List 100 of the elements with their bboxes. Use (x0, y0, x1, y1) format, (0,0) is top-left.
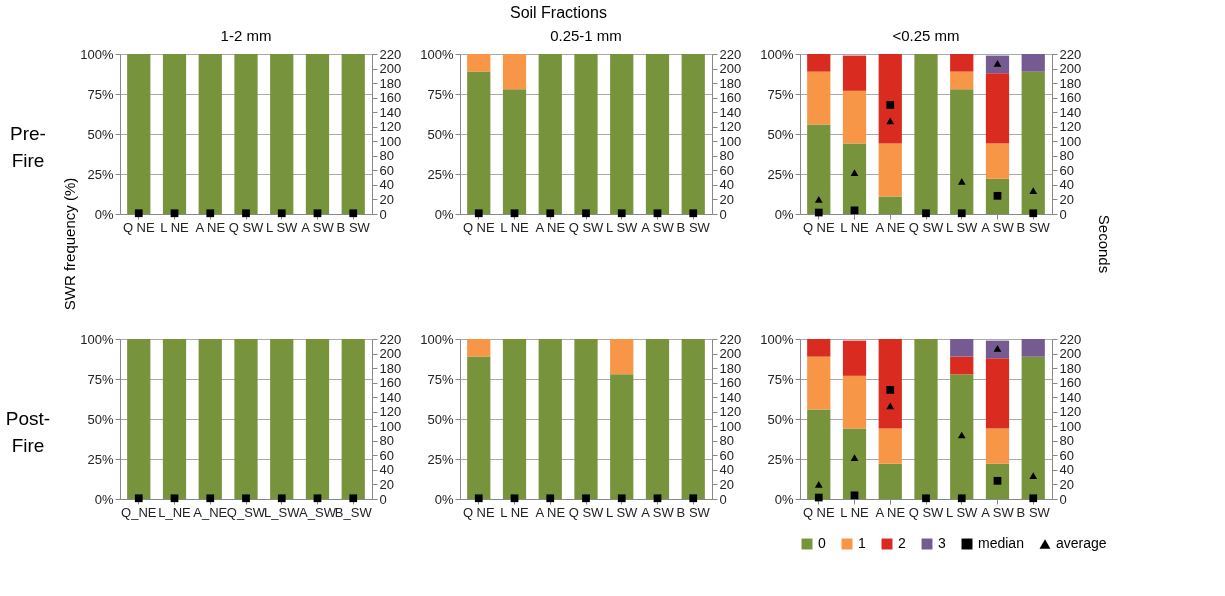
y2-tick-label: 40 (1059, 462, 1074, 478)
point (850, 491, 859, 500)
y2-tick-label: 200 (719, 346, 742, 362)
bar (950, 339, 974, 357)
x-tick-label: L SW (266, 219, 299, 235)
bar (950, 356, 974, 375)
y2-tick-label: 0 (1059, 206, 1067, 222)
bar (467, 71, 491, 214)
x-tick-label: L_SW (264, 504, 301, 520)
x-tick-label: A_SW (299, 504, 337, 520)
x-tick-label: Q NE (802, 504, 835, 520)
x-tick-label: B SW (336, 219, 371, 235)
point (957, 209, 966, 218)
legend-label: 1 (858, 535, 866, 551)
y2-tick-label: 180 (1059, 75, 1082, 91)
y2-tick-label: 180 (719, 360, 742, 376)
bar (985, 55, 1010, 74)
chart-title: <0.25 mm (892, 27, 960, 44)
bar (1021, 54, 1045, 72)
x-tick-label: A_NE (193, 504, 228, 520)
x-tick-label: B SW (676, 504, 711, 520)
y2-tick-label: 220 (719, 46, 742, 62)
bar (985, 143, 1010, 179)
bar (878, 143, 902, 197)
y2-tick-label: 120 (1059, 404, 1082, 420)
bar (985, 463, 1010, 499)
bar (467, 54, 491, 72)
y2-tick-label: 180 (379, 75, 402, 91)
x-tick-label: B_SW (334, 504, 373, 520)
point (886, 386, 895, 394)
y-tick-label: 25% (87, 451, 114, 467)
y2-tick-label: 160 (719, 90, 742, 106)
bar (878, 428, 902, 464)
bar (878, 339, 902, 429)
x-tick-label: Q SW (908, 219, 945, 235)
bar (1021, 356, 1045, 499)
point (814, 208, 823, 217)
point (850, 206, 859, 215)
y2-tick-label: 20 (1059, 476, 1074, 492)
bar (914, 339, 938, 499)
y2-tick-label: 200 (1059, 61, 1082, 77)
x-tick-label: L NE (160, 219, 190, 235)
y2-tick-label: 220 (1059, 46, 1082, 62)
bar (950, 71, 974, 90)
x-tick-label: L NE (500, 219, 530, 235)
point (922, 494, 930, 503)
bar (681, 54, 705, 214)
legend-label: median (978, 535, 1024, 551)
bar (610, 374, 634, 499)
x-tick-label: A SW (641, 504, 675, 520)
bar (842, 143, 867, 214)
bar (574, 54, 598, 214)
bar (807, 339, 831, 357)
legend-label: 0 (818, 535, 826, 551)
y2-tick-label: 140 (1059, 104, 1082, 120)
y-tick-label: 25% (767, 451, 794, 467)
x-tick-label: A NE (535, 219, 566, 235)
y2-tick-label: 0 (1059, 491, 1067, 507)
point (1029, 472, 1038, 480)
y-tick-label: 50% (87, 126, 114, 142)
y2-tick-label: 180 (719, 75, 742, 91)
y2-tick-label: 60 (719, 447, 734, 463)
bar (878, 54, 902, 144)
y-tick-label: 50% (87, 411, 114, 427)
x-tick-label: L NE (840, 219, 870, 235)
point (886, 117, 895, 125)
y-tick-label: 100% (760, 331, 794, 347)
y2-tick-label: 80 (379, 148, 394, 164)
y2-tick-label: 120 (719, 404, 742, 420)
y-tick-label: 50% (427, 126, 454, 142)
y2-tick-label: 20 (379, 191, 394, 207)
y-tick-label: 25% (767, 166, 794, 182)
point (850, 169, 859, 176)
point (814, 481, 823, 488)
point (886, 402, 895, 410)
x-tick-label: L NE (840, 504, 870, 520)
y2-tick-label: 100 (379, 133, 402, 149)
y2-tick-label: 0 (379, 491, 387, 507)
y2-tick-label: 60 (719, 162, 734, 178)
y-tick-label: 50% (767, 411, 794, 427)
y2-tick-label: 160 (1059, 375, 1082, 391)
x-tick-label: Q NE (122, 219, 155, 235)
x-tick-label: Q_NE (121, 504, 157, 520)
y-tick-label: 100% (760, 46, 794, 62)
legend-label: 2 (898, 535, 906, 551)
bar (502, 339, 527, 499)
bar (1021, 71, 1045, 214)
y-tick-label: 0% (774, 491, 794, 507)
x-tick-label: A NE (535, 504, 566, 520)
point (850, 454, 859, 461)
bar (878, 196, 902, 214)
y2-tick-label: 120 (379, 119, 402, 135)
y2-tick-label: 120 (379, 404, 402, 420)
bar (878, 463, 902, 499)
point (814, 196, 823, 203)
y2-tick-label: 60 (379, 162, 394, 178)
y2-tick-label: 40 (379, 462, 394, 478)
bar (985, 73, 1010, 144)
y2-tick-label: 0 (379, 206, 387, 222)
y-tick-label: 100% (420, 331, 454, 347)
